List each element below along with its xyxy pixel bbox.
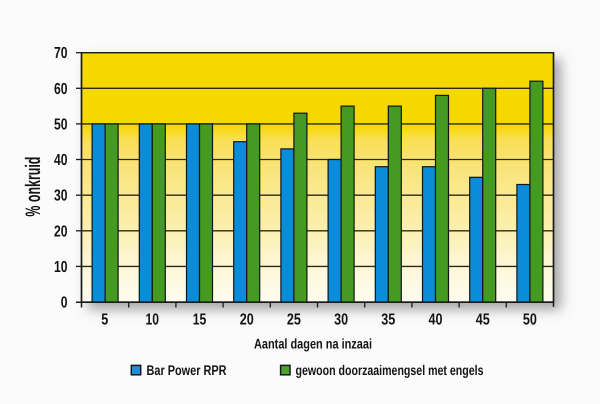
svg-text:0: 0 xyxy=(61,295,68,312)
svg-text:10: 10 xyxy=(54,259,68,276)
svg-text:20: 20 xyxy=(240,312,254,329)
svg-text:20: 20 xyxy=(54,223,68,240)
svg-text:60: 60 xyxy=(54,81,68,98)
svg-text:30: 30 xyxy=(334,312,348,329)
svg-text:10: 10 xyxy=(146,312,160,329)
svg-text:50: 50 xyxy=(523,312,537,329)
svg-text:50: 50 xyxy=(54,116,68,133)
svg-text:25: 25 xyxy=(287,312,301,329)
svg-text:5: 5 xyxy=(101,312,108,329)
svg-text:40: 40 xyxy=(429,312,443,329)
svg-text:% onkruid: % onkruid xyxy=(22,157,45,217)
svg-text:45: 45 xyxy=(476,312,490,329)
svg-text:gewoon doorzaaimengsel met eng: gewoon doorzaaimengsel met engels xyxy=(296,362,484,378)
svg-text:70: 70 xyxy=(54,45,68,62)
svg-text:40: 40 xyxy=(54,152,68,169)
svg-text:35: 35 xyxy=(381,312,395,329)
svg-text:30: 30 xyxy=(54,188,68,205)
svg-text:Aantal dagen na inzaai: Aantal dagen na inzaai xyxy=(254,336,372,352)
svg-text:15: 15 xyxy=(193,312,207,329)
svg-text:Bar Power RPR: Bar Power RPR xyxy=(147,362,227,378)
